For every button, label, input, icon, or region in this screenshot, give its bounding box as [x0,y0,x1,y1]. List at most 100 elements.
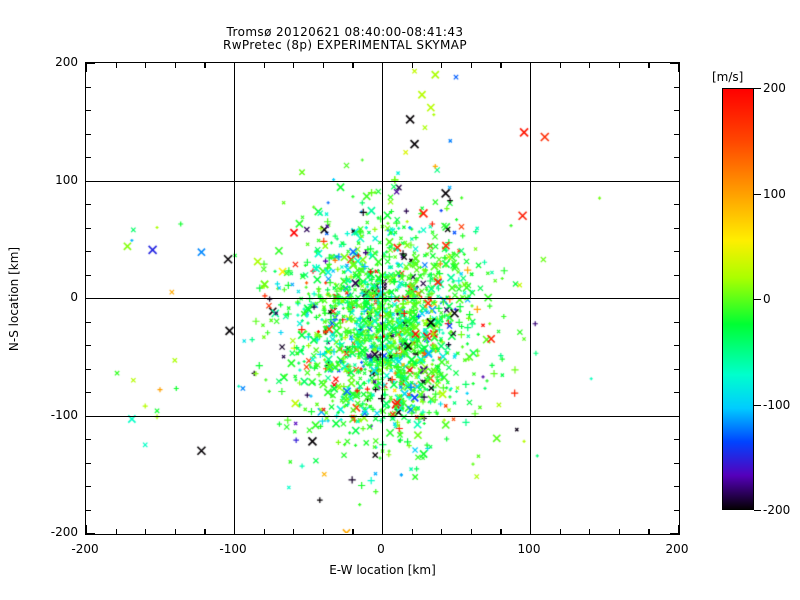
axis-tick [86,63,95,65]
colorbar-unit-label: [m/s] [712,70,744,84]
axis-tick [589,63,591,68]
axis-tick [263,529,265,534]
axis-tick [382,525,384,534]
x-tick-label: -100 [219,542,247,556]
colorbar[interactable]: 200 100 0 -100 -200 [722,81,790,517]
axis-tick [441,63,443,68]
axis-tick [382,63,384,72]
y-axis-label: N-S location [km] [7,246,21,352]
axis-tick [145,529,147,534]
axis-tick [674,486,679,488]
axis-tick [115,63,117,68]
y-tick-label: 200 [55,55,78,69]
axis-tick [352,63,354,68]
x-tick-label: -200 [71,542,99,556]
axis-tick [352,529,354,534]
axis-tick [670,180,679,182]
axis-tick [322,63,324,68]
axis-tick [674,368,679,370]
axis-tick [670,533,679,535]
title-line-product: RwPretec (8p) EXPERIMENTAL SKYMAP [222,38,468,52]
colorbar-gradient [722,88,754,510]
axis-tick [500,529,502,534]
axis-tick [674,439,679,441]
plot-area[interactable] [85,62,680,535]
axis-tick [674,321,679,323]
axis-tick [674,274,679,276]
axis-tick [648,529,650,534]
axis-tick [86,509,91,511]
axis-tick [674,345,679,347]
axis-tick [86,86,91,88]
axis-tick [86,133,91,135]
colorbar-tick [754,88,761,90]
colorbar-tick [754,510,761,512]
axis-tick [86,63,88,72]
axis-tick [86,180,95,182]
colorbar-tick [754,299,761,301]
y-tick-label: -100 [50,407,78,422]
axis-tick [86,368,91,370]
x-tick-label: 100 [517,542,541,556]
axis-tick [618,529,620,534]
axis-tick [674,204,679,206]
axis-tick [670,415,679,417]
axis-tick [86,274,91,276]
axis-tick [86,486,91,488]
axis-tick [441,529,443,534]
axis-tick [411,63,413,68]
axis-tick [530,525,532,534]
axis-tick [145,63,147,68]
axis-tick [674,227,679,229]
axis-tick [86,321,91,323]
axis-tick [86,439,91,441]
axis-tick [670,298,679,300]
axis-tick [411,529,413,534]
axis-tick [174,63,176,68]
colorbar-tick-label: -100 [763,397,791,412]
gridline-horizontal [86,415,679,417]
axis-tick [86,533,95,535]
axis-tick [500,63,502,68]
x-axis-label: E-W location [km] [329,563,436,577]
figure-title: Tromsø 20120621 08:40:00-08:41:43 RwPret… [0,26,690,52]
axis-tick [86,110,91,112]
x-tick-label: 200 [665,542,689,556]
y-tick-label: 0 [70,290,78,304]
colorbar-tick-label: 100 [763,186,786,201]
axis-tick [674,157,679,159]
axis-tick [470,529,472,534]
axis-tick [589,529,591,534]
axis-tick [670,63,679,65]
title-line-station-time: Tromsø 20120621 08:40:00-08:41:43 [226,25,464,39]
colorbar-tick [754,193,761,195]
axis-tick [559,529,561,534]
axis-tick [293,63,295,68]
colorbar-tick [754,404,761,406]
axis-tick [559,63,561,68]
axis-tick [86,251,91,253]
x-tick-label: 0 [377,542,385,556]
axis-tick [86,227,91,229]
axis-tick [174,529,176,534]
axis-tick [234,63,236,72]
axis-tick [674,133,679,135]
axis-tick [86,345,91,347]
y-tick-label: 100 [55,172,78,187]
axis-tick [674,462,679,464]
axis-tick [86,525,88,534]
axis-tick [115,529,117,534]
y-tick-label: -200 [50,525,78,539]
axis-tick [86,204,91,206]
axis-tick [470,63,472,68]
axis-tick [234,525,236,534]
colorbar-tick-label: -200 [763,503,791,517]
axis-tick [678,525,680,534]
axis-tick [674,110,679,112]
axis-tick [648,63,650,68]
colorbar-tick-label: 200 [763,81,786,95]
axis-tick [263,63,265,68]
axis-tick [204,529,206,534]
axis-tick [204,63,206,68]
